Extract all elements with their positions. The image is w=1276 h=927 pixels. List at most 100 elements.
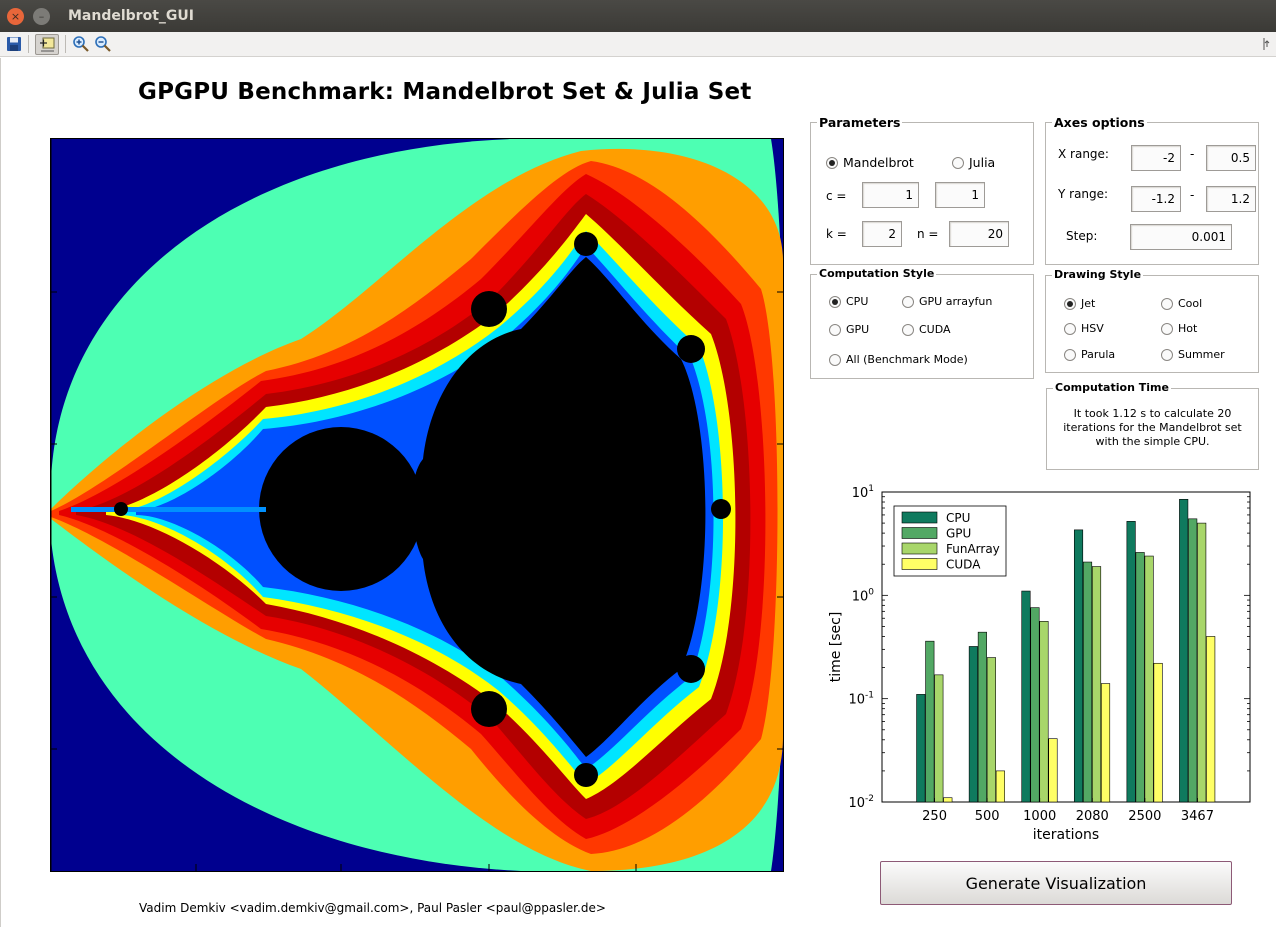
y-min-field[interactable]: -1.2 (1131, 186, 1181, 212)
dock-figure-button[interactable] (1262, 36, 1272, 56)
bar-gpu-2080 (1082, 561, 1093, 803)
x-tick-label: 3467 (1181, 809, 1214, 824)
n-field[interactable]: 20 (949, 221, 1009, 247)
radio-summer[interactable]: Summer (1161, 348, 1225, 361)
mandelbrot-image (51, 139, 783, 871)
legend-swatch-funarray (901, 542, 938, 555)
bar-gpu-250 (925, 640, 935, 803)
minimize-icon: – (38, 9, 45, 23)
close-window-button[interactable]: × (7, 7, 24, 25)
radio-label: Summer (1178, 348, 1225, 361)
radio-gpu[interactable]: GPU (829, 323, 869, 336)
radio-indicator (829, 353, 841, 366)
bar-cuda-500 (995, 770, 1005, 803)
k-field[interactable]: 2 (862, 221, 902, 247)
axes-options-title: Axes options (1052, 115, 1147, 130)
mandelbrot-plot[interactable] (50, 138, 784, 872)
bar-cuda-1000 (1048, 738, 1058, 803)
radio-label: CUDA (919, 323, 951, 336)
radio-mandelbrot[interactable]: Mandelbrot (826, 155, 914, 170)
radio-julia[interactable]: Julia (952, 155, 995, 170)
zoom-out-button[interactable] (94, 34, 112, 55)
data-cursor-icon (40, 37, 55, 52)
c-label: c = (826, 189, 847, 203)
step-field[interactable]: 0.001 (1130, 224, 1232, 250)
parameters-panel: Parameters Mandelbrot Julia c = 1 1 k = … (810, 115, 1034, 265)
radio-indicator (1161, 348, 1173, 361)
radio-cpu[interactable]: CPU (829, 295, 868, 308)
drawing-style-title: Drawing Style (1052, 268, 1144, 281)
bar-cpu-3467 (1179, 498, 1189, 803)
x-max-field[interactable]: 0.5 (1206, 145, 1256, 171)
x-tick-label: 500 (975, 809, 1000, 824)
x-min-field[interactable]: -2 (1131, 145, 1181, 171)
y-max-field[interactable]: 1.2 (1206, 186, 1256, 212)
parameters-title: Parameters (817, 115, 903, 130)
bar-cuda-3467 (1206, 636, 1216, 803)
minimize-window-button[interactable]: – (33, 7, 50, 25)
radio-label: HSV (1081, 322, 1104, 335)
y-axis-label: time [sec] (828, 612, 844, 683)
radio-indicator (952, 156, 964, 169)
step-label: Step: (1066, 229, 1098, 243)
page-title: GPGPU Benchmark: Mandelbrot Set & Julia … (138, 79, 752, 105)
toolbar-separator (65, 35, 66, 53)
zoom-out-icon (95, 36, 111, 52)
radio-cuda[interactable]: CUDA (902, 323, 951, 336)
radio-indicator (829, 323, 841, 336)
radio-hsv[interactable]: HSV (1064, 322, 1104, 335)
radio-indicator (902, 295, 914, 308)
radio-label: Mandelbrot (843, 155, 914, 170)
benchmark-chart-svg: 10-2 10-1 100 101 250 500 1000 2080 2500 3467 iter… (828, 484, 1251, 843)
mandelbrot-bud (677, 655, 705, 683)
y-tick-label: 100 (852, 587, 875, 604)
x-tick-label: 2500 (1128, 809, 1161, 824)
x-range-label: X range: (1058, 147, 1109, 161)
legend-swatch-gpu (901, 527, 938, 539)
c-real-field[interactable]: 1 (862, 182, 919, 208)
mandelbrot-bud (471, 291, 507, 327)
mandelbrot-top-bud (574, 232, 598, 256)
generate-visualization-button[interactable]: Generate Visualization (880, 861, 1232, 905)
bar-gpu-3467 (1188, 518, 1198, 803)
mandelbrot-bottom-bud (574, 763, 598, 787)
bar-funarray-500 (986, 657, 996, 803)
radio-label: Cool (1178, 297, 1203, 310)
radio-all-benchmark[interactable]: All (Benchmark Mode) (829, 353, 968, 366)
authors-footer: Vadim Demkiv <vadim.demkiv@gmail.com>, P… (139, 901, 606, 915)
bar-cuda-250 (943, 797, 953, 803)
radio-indicator (902, 323, 914, 336)
y-range-label: Y range: (1058, 187, 1109, 201)
radio-cool[interactable]: Cool (1161, 297, 1202, 310)
axes-options-panel: Axes options X range: -2 - 0.5 Y range: … (1045, 115, 1259, 265)
x-tick-label: 2080 (1076, 809, 1109, 824)
bar-funarray-250 (934, 674, 944, 803)
figure-toolbar (0, 32, 1276, 57)
radio-indicator (826, 156, 838, 169)
radio-hot[interactable]: Hot (1161, 322, 1197, 335)
data-cursor-button[interactable] (35, 33, 59, 55)
zoom-in-icon (73, 36, 89, 52)
bar-cpu-2080 (1073, 529, 1084, 803)
save-button[interactable] (6, 34, 22, 55)
y-range-dash: - (1190, 188, 1195, 202)
radio-indicator (1161, 322, 1173, 335)
mandelbrot-bud (711, 499, 731, 519)
c-imag-field[interactable]: 1 (935, 182, 985, 208)
mandelbrot-minibrot (114, 502, 128, 516)
zoom-in-button[interactable] (72, 34, 90, 55)
mandelbrot-bud (677, 335, 705, 363)
bar-gpu-500 (977, 631, 987, 803)
radio-gpu-arrayfun[interactable]: GPU arrayfun (902, 295, 992, 308)
radio-parula[interactable]: Parula (1064, 348, 1115, 361)
bar-funarray-3467 (1197, 522, 1207, 803)
radio-indicator (1161, 297, 1173, 310)
k-label: k = (826, 227, 847, 241)
close-icon: × (10, 9, 21, 23)
bar-funarray-1000 (1039, 621, 1049, 803)
computation-style-title: Computation Style (817, 267, 937, 280)
radio-label: CPU (846, 295, 869, 308)
radio-jet[interactable]: Jet (1064, 297, 1095, 310)
mandelbrot-bulb (259, 427, 423, 591)
radio-indicator (1064, 297, 1076, 310)
